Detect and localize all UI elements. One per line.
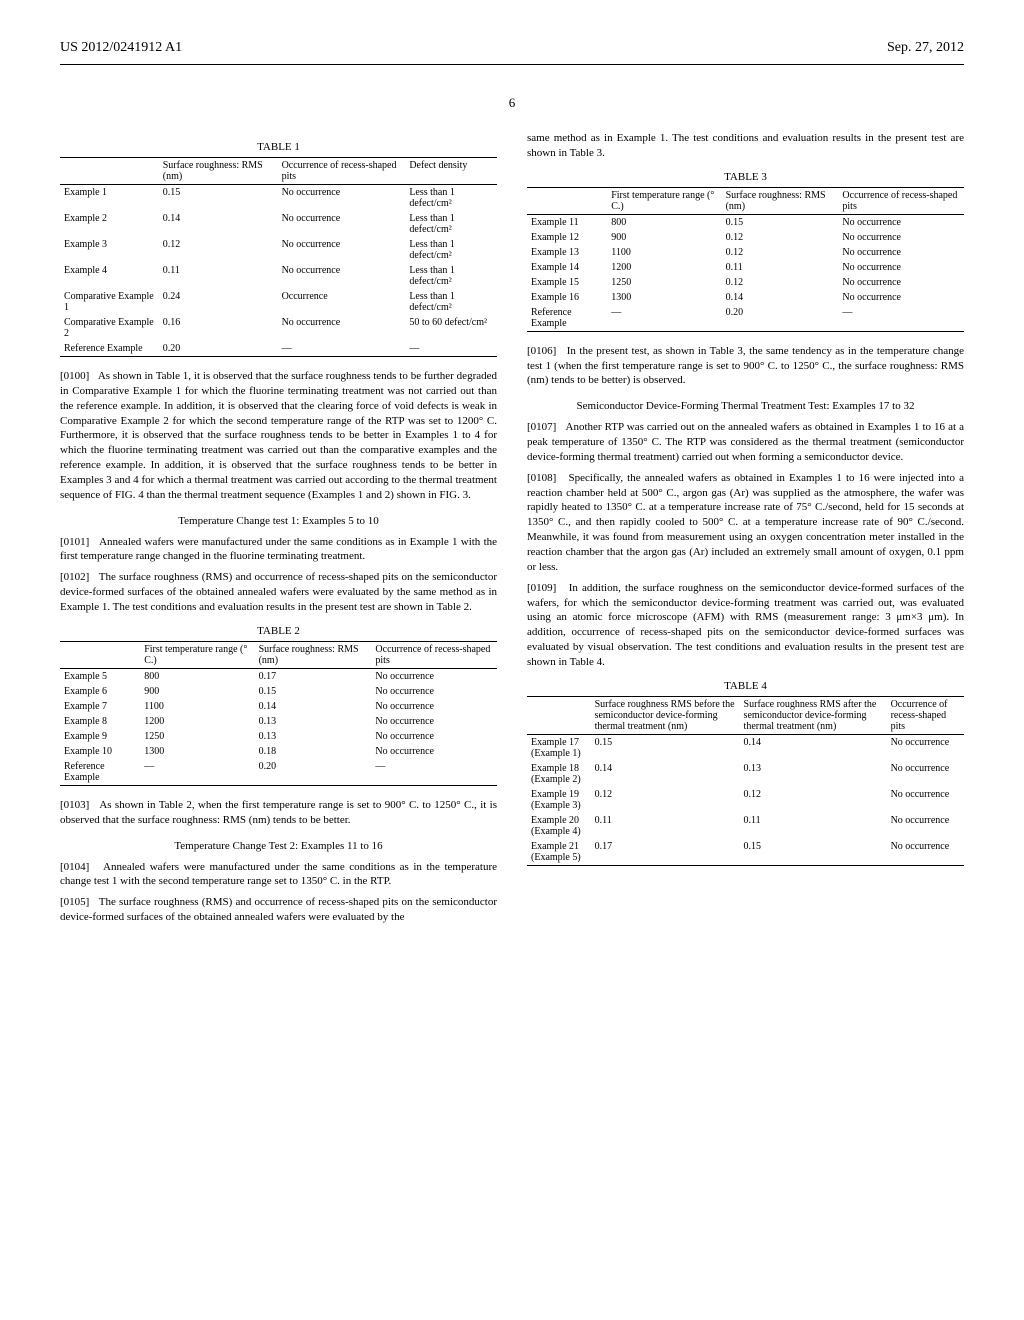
paragraph-0107: [0107] Another RTP was carried out on th…: [527, 420, 964, 465]
page-number: 6: [60, 95, 964, 111]
paragraph-0102: [0102] The surface roughness (RMS) and o…: [60, 570, 497, 615]
table3-title: TABLE 3: [527, 171, 964, 183]
table4-title: TABLE 4: [527, 680, 964, 692]
table1-h3: Defect density: [405, 158, 497, 185]
table-row: Example 21 (Example 5)0.170.15No occurre…: [527, 839, 964, 866]
table-row: Example 1311000.12No occurrence: [527, 245, 964, 260]
table-row: Example 118000.15No occurrence: [527, 214, 964, 230]
paragraph-0105: [0105] The surface roughness (RMS) and o…: [60, 895, 497, 925]
table2-h2: Surface roughness: RMS (nm): [255, 641, 372, 668]
table4-h2: Surface roughness RMS after the semicond…: [740, 696, 887, 734]
section-title-3: Semiconductor Device-Forming Thermal Tre…: [527, 400, 964, 412]
table2-title: TABLE 2: [60, 625, 497, 637]
table-row: Example 912500.13No occurrence: [60, 729, 497, 744]
paragraph-0101: [0101] Annealed wafers were manufactured…: [60, 535, 497, 565]
table-row: Reference Example—0.20—: [527, 305, 964, 332]
table-row: Example 58000.17No occurrence: [60, 668, 497, 684]
table1-h0: [60, 158, 159, 185]
paragraph-0108: [0108] Specifically, the annealed wafers…: [527, 471, 964, 575]
header-left: US 2012/0241912 A1: [60, 40, 182, 56]
table-row: Example 30.12No occurrenceLess than 1 de…: [60, 237, 497, 263]
table2: First temperature range (° C.) Surface r…: [60, 641, 497, 786]
table-row: Example 17 (Example 1)0.150.14No occurre…: [527, 734, 964, 761]
table3-h0: [527, 187, 607, 214]
table2-h3: Occurrence of recess-shaped pits: [371, 641, 497, 668]
table3-h1: First temperature range (° C.): [607, 187, 721, 214]
table4-h3: Occurrence of recess-shaped pits: [887, 696, 964, 734]
table-row: Example 1613000.14No occurrence: [527, 290, 964, 305]
table1-title: TABLE 1: [60, 141, 497, 153]
table4-h0: [527, 696, 591, 734]
right-column: same method as in Example 1. The test co…: [527, 131, 964, 931]
table-row: Example 20.14No occurrenceLess than 1 de…: [60, 211, 497, 237]
paragraph-0105-cont: same method as in Example 1. The test co…: [527, 131, 964, 161]
table1-h1: Surface roughness: RMS (nm): [159, 158, 278, 185]
table2-h1: First temperature range (° C.): [140, 641, 254, 668]
paragraph-0103: [0103] As shown in Table 2, when the fir…: [60, 798, 497, 828]
table-row: Example 1512500.12No occurrence: [527, 275, 964, 290]
table-row: Reference Example—0.20—: [60, 759, 497, 786]
header-divider: [60, 64, 964, 65]
table-row: Example 19 (Example 3)0.120.12No occurre…: [527, 787, 964, 813]
section-title-2: Temperature Change Test 2: Examples 11 t…: [60, 840, 497, 852]
paragraph-0104: [0104] Annealed wafers were manufactured…: [60, 860, 497, 890]
table4-h1: Surface roughness RMS before the semicon…: [591, 696, 740, 734]
table-row: Example 20 (Example 4)0.110.11No occurre…: [527, 813, 964, 839]
table-row: Example 129000.12No occurrence: [527, 230, 964, 245]
table-row: Example 1412000.11No occurrence: [527, 260, 964, 275]
table-row: Example 1013000.18No occurrence: [60, 744, 497, 759]
paragraph-0100: [0100] As shown in Table 1, it is observ…: [60, 369, 497, 503]
table-row: Comparative Example 20.16No occurrence50…: [60, 315, 497, 341]
table-row: Example 711000.14No occurrence: [60, 699, 497, 714]
table4: Surface roughness RMS before the semicon…: [527, 696, 964, 866]
header-right: Sep. 27, 2012: [887, 40, 964, 56]
table-row: Example 69000.15No occurrence: [60, 684, 497, 699]
table-row: Comparative Example 10.24OccurrenceLess …: [60, 289, 497, 315]
table-row: Example 812000.13No occurrence: [60, 714, 497, 729]
content-columns: TABLE 1 Surface roughness: RMS (nm) Occu…: [60, 131, 964, 931]
table-row: Example 40.11No occurrenceLess than 1 de…: [60, 263, 497, 289]
section-title-1: Temperature Change test 1: Examples 5 to…: [60, 515, 497, 527]
table1-h2: Occurrence of recess-shaped pits: [278, 158, 406, 185]
table3-h3: Occurrence of recess-shaped pits: [838, 187, 964, 214]
paragraph-0106: [0106] In the present test, as shown in …: [527, 344, 964, 389]
table-row: Example 18 (Example 2)0.140.13No occurre…: [527, 761, 964, 787]
table3: First temperature range (° C.) Surface r…: [527, 187, 964, 332]
page-header: US 2012/0241912 A1 Sep. 27, 2012: [60, 40, 964, 56]
left-column: TABLE 1 Surface roughness: RMS (nm) Occu…: [60, 131, 497, 931]
table2-h0: [60, 641, 140, 668]
table3-h2: Surface roughness: RMS (nm): [722, 187, 839, 214]
table-row: Reference Example0.20——: [60, 341, 497, 357]
table1: Surface roughness: RMS (nm) Occurrence o…: [60, 157, 497, 357]
table-row: Example 10.15No occurrenceLess than 1 de…: [60, 185, 497, 212]
paragraph-0109: [0109] In addition, the surface roughnes…: [527, 581, 964, 670]
